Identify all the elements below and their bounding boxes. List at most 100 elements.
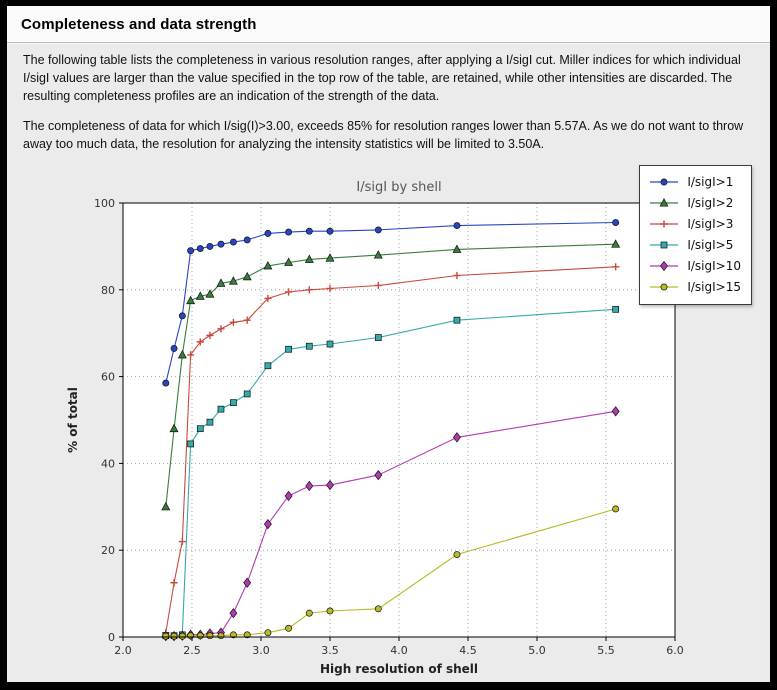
- marker-square: [374, 333, 382, 341]
- marker-plus: [196, 338, 204, 346]
- legend-sample: [650, 241, 679, 249]
- marker-triangle: [304, 254, 314, 263]
- marker-circle: [229, 631, 237, 639]
- marker-triangle: [169, 423, 179, 432]
- legend-item: I/sigI>5: [648, 235, 741, 256]
- legend-label: I/sigI>5: [687, 238, 734, 253]
- legend-label: I/sigI>15: [687, 280, 741, 295]
- page-header: Completeness and data strength: [7, 6, 770, 43]
- series-line: [165, 508, 616, 637]
- marker-square: [217, 405, 225, 413]
- marker-circle: [243, 236, 251, 244]
- marker-square: [285, 345, 292, 353]
- marker-circle: [217, 631, 225, 639]
- marker-plus: [243, 316, 251, 324]
- marker-circle: [453, 550, 461, 558]
- legend-label: I/sigI>1: [687, 175, 734, 190]
- marker-diamond: [243, 577, 252, 588]
- x-tick-label: 5.5: [597, 644, 615, 657]
- marker-diamond: [284, 490, 293, 501]
- app-window: Completeness and data strength The follo…: [7, 6, 770, 682]
- marker-square: [264, 362, 272, 369]
- marker-square: [243, 390, 251, 398]
- content-area: The following table lists the completene…: [7, 43, 770, 685]
- marker-plus: [305, 285, 313, 294]
- marker-triangle: [205, 288, 215, 298]
- marker-triangle: [263, 260, 273, 270]
- marker-triangle: [228, 275, 238, 285]
- marker-circle: [162, 379, 170, 387]
- marker-circle: [206, 242, 214, 250]
- marker-circle: [660, 178, 668, 186]
- marker-triangle: [373, 249, 383, 259]
- legend-label: I/sigI>2: [687, 196, 734, 211]
- marker-circle: [187, 631, 195, 639]
- marker-circle: [196, 244, 204, 252]
- legend-item: I/sigI>10: [648, 256, 741, 277]
- marker-diamond: [660, 261, 669, 272]
- x-tick-label: 4.0: [390, 644, 408, 657]
- marker-diamond: [453, 431, 461, 443]
- marker-circle: [196, 631, 204, 639]
- marker-square: [453, 316, 461, 324]
- chart-legend: I/sigI>1 I/sigI>2 I/sigI>3 I/sigI>5 I/sigI>1…: [639, 164, 752, 305]
- marker-square: [230, 399, 237, 406]
- series-line: [165, 266, 616, 633]
- marker-plus: [178, 537, 186, 545]
- marker-circle: [264, 628, 272, 636]
- x-tick-label: 6.0: [666, 644, 684, 657]
- legend-sample: [650, 261, 679, 272]
- marker-diamond: [229, 607, 238, 619]
- x-axis-label: High resolution of shell: [320, 662, 478, 676]
- marker-plus: [374, 281, 382, 289]
- marker-circle: [612, 218, 620, 226]
- marker-triangle: [452, 244, 462, 253]
- x-tick-label: 2.5: [183, 644, 201, 657]
- marker-circle: [187, 247, 195, 254]
- marker-diamond: [611, 405, 620, 417]
- series-line: [165, 221, 616, 383]
- legend-label: I/sigI>10: [687, 259, 741, 274]
- y-tick-label: 20: [101, 544, 115, 557]
- y-tick-label: 0: [108, 631, 115, 644]
- legend-item: I/sigI>3: [648, 214, 741, 235]
- marker-circle: [612, 505, 620, 513]
- x-tick-label: 5.0: [528, 644, 546, 657]
- marker-circle: [374, 605, 382, 612]
- y-tick-label: 60: [101, 370, 115, 383]
- marker-square: [326, 340, 334, 348]
- legend-label: I/sigI>3: [687, 217, 734, 232]
- intro-paragraph: The following table lists the completene…: [23, 53, 741, 103]
- marker-square: [612, 305, 620, 313]
- marker-plus: [612, 262, 620, 271]
- marker-circle: [162, 632, 170, 640]
- y-axis-label: % of total: [66, 387, 80, 453]
- marker-circle: [229, 238, 237, 246]
- marker-plus: [264, 294, 272, 302]
- marker-circle: [285, 228, 293, 236]
- marker-square: [206, 418, 214, 426]
- chart-container: 2.0 2.5 3.0 3.5 4.0 4.5 5.0 5.5 6.0 0 20 40 60 80 100 I…: [23, 164, 754, 685]
- y-tick-label: 100: [94, 197, 115, 210]
- legend-item: I/sigI>1: [648, 172, 741, 193]
- page-title: Completeness and data strength: [21, 16, 257, 33]
- marker-plus: [217, 325, 225, 333]
- x-tick-label: 3.5: [321, 644, 339, 657]
- x-tick-label: 4.5: [459, 644, 477, 657]
- marker-triangle: [177, 349, 187, 359]
- x-tick-label: 2.0: [114, 644, 132, 657]
- x-tick-label: 3.0: [252, 644, 270, 657]
- marker-plus: [187, 351, 195, 359]
- completeness-chart: 2.0 2.5 3.0 3.5 4.0 4.5 5.0 5.5 6.0 0 20 40 60 80 100 I…: [66, 180, 684, 676]
- marker-square: [187, 440, 194, 447]
- marker-circle: [305, 227, 313, 235]
- marker-plus: [170, 578, 178, 587]
- marker-diamond: [374, 469, 383, 481]
- legend-sample: [650, 283, 679, 291]
- marker-circle: [326, 227, 334, 235]
- marker-circle: [170, 632, 178, 640]
- series-line: [165, 410, 616, 637]
- chart-title: I/sigI by shell: [356, 180, 441, 195]
- marker-plus: [206, 331, 214, 339]
